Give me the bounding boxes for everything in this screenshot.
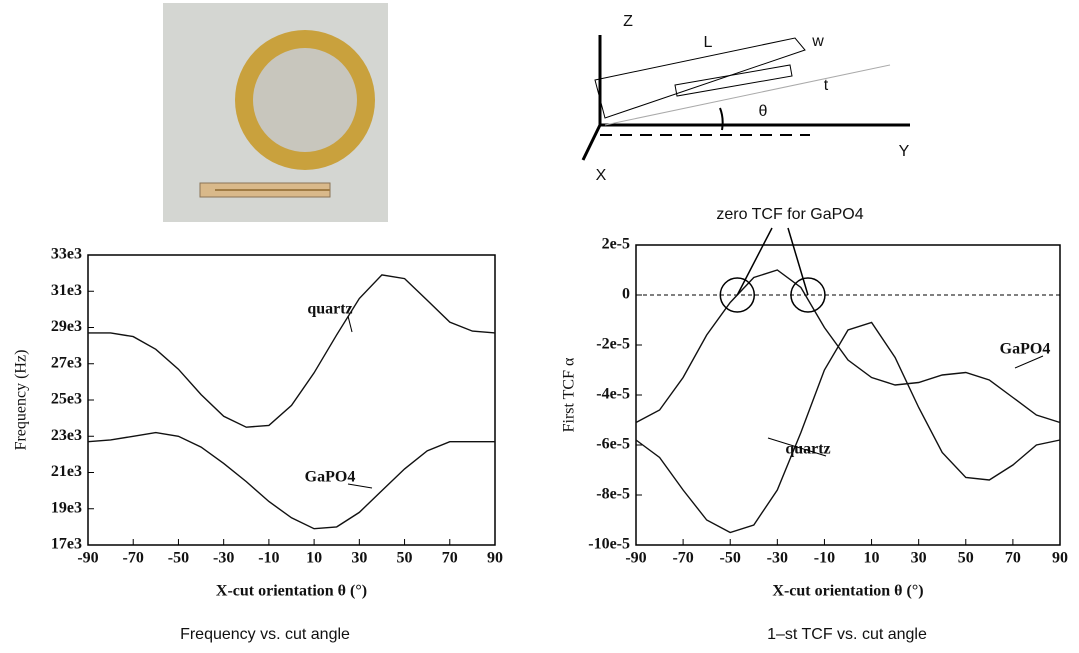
label-pointer bbox=[1014, 355, 1044, 369]
series-line bbox=[635, 321, 1061, 534]
plot-frame bbox=[87, 254, 496, 546]
y-tick-label: 33e3 bbox=[51, 246, 82, 263]
x-tick-label: 70 bbox=[442, 550, 458, 567]
diagram-label: Y bbox=[899, 143, 910, 160]
caption: Frequency vs. cut angle bbox=[180, 626, 350, 643]
annotation-arrow bbox=[736, 227, 773, 296]
zero-marker bbox=[719, 277, 756, 313]
series-line bbox=[87, 431, 495, 530]
y-tick-label: 21e3 bbox=[51, 463, 82, 480]
annotation: zero TCF for GaPO4 bbox=[716, 206, 863, 223]
x-tick-label: 70 bbox=[1005, 550, 1021, 567]
caption: 1–st TCF vs. cut angle bbox=[767, 626, 927, 643]
diagram-label: L bbox=[704, 34, 713, 51]
x-tick-label: 90 bbox=[487, 550, 503, 567]
x-tick-label: -50 bbox=[720, 550, 741, 567]
x-tick-label: 90 bbox=[1052, 550, 1068, 567]
series-label: quartz bbox=[307, 301, 352, 318]
y-tick-label: -2e-5 bbox=[596, 336, 630, 353]
y-axis-label: Frequency (Hz) bbox=[13, 350, 30, 451]
y-tick-label: 17e3 bbox=[51, 536, 82, 553]
y-axis-label: First TCF α bbox=[561, 357, 578, 432]
diagram-label: t bbox=[824, 77, 829, 94]
x-tick-label: -70 bbox=[123, 550, 144, 567]
diagram-label: Z bbox=[623, 13, 633, 30]
x-axis-label: X-cut orientation θ (°) bbox=[772, 583, 923, 600]
plot-frame bbox=[635, 244, 1061, 546]
diagram-label: θ bbox=[759, 103, 768, 120]
cut-diagram bbox=[581, 35, 910, 161]
x-tick-label: -90 bbox=[625, 550, 646, 567]
diagram-label: X bbox=[596, 167, 607, 184]
x-tick-label: -30 bbox=[213, 550, 234, 567]
x-tick-label: -50 bbox=[168, 550, 189, 567]
label-pointer bbox=[347, 315, 353, 333]
x-tick-label: -10 bbox=[814, 550, 835, 567]
annotation-arrow bbox=[787, 227, 809, 296]
label-pointer bbox=[767, 437, 827, 457]
x-axis-label: X-cut orientation θ (°) bbox=[216, 583, 367, 600]
y-tick-label: 2e-5 bbox=[602, 236, 630, 253]
y-tick-label: -8e-5 bbox=[596, 486, 630, 503]
diagram-label: w bbox=[811, 33, 824, 50]
y-tick-label: 19e3 bbox=[51, 499, 82, 516]
x-tick-label: 30 bbox=[911, 550, 927, 567]
y-tick-label: 29e3 bbox=[51, 318, 82, 335]
x-tick-label: 10 bbox=[864, 550, 880, 567]
y-tick-label: 25e3 bbox=[51, 391, 82, 408]
y-tick-label: 31e3 bbox=[51, 282, 82, 299]
series-label: GaPO4 bbox=[1000, 341, 1051, 358]
photo bbox=[163, 3, 388, 222]
y-tick-label: -4e-5 bbox=[596, 386, 630, 403]
series-line bbox=[88, 274, 496, 428]
y-tick-label: 23e3 bbox=[51, 427, 82, 444]
x-tick-label: -10 bbox=[258, 550, 279, 567]
x-tick-label: 50 bbox=[397, 550, 413, 567]
label-pointer bbox=[347, 483, 373, 489]
series-line bbox=[635, 269, 1061, 424]
y-tick-label: 27e3 bbox=[51, 354, 82, 371]
x-tick-label: -30 bbox=[767, 550, 788, 567]
series-label: GaPO4 bbox=[305, 469, 356, 486]
zero-marker bbox=[790, 277, 826, 313]
x-tick-label: -90 bbox=[77, 550, 98, 567]
x-tick-label: -70 bbox=[672, 550, 693, 567]
x-tick-label: 10 bbox=[306, 550, 322, 567]
y-tick-label: -10e-5 bbox=[588, 536, 630, 553]
y-tick-label: -6e-5 bbox=[596, 436, 630, 453]
y-tick-label: 0 bbox=[622, 286, 630, 303]
x-tick-label: 50 bbox=[958, 550, 974, 567]
x-tick-label: 30 bbox=[351, 550, 367, 567]
